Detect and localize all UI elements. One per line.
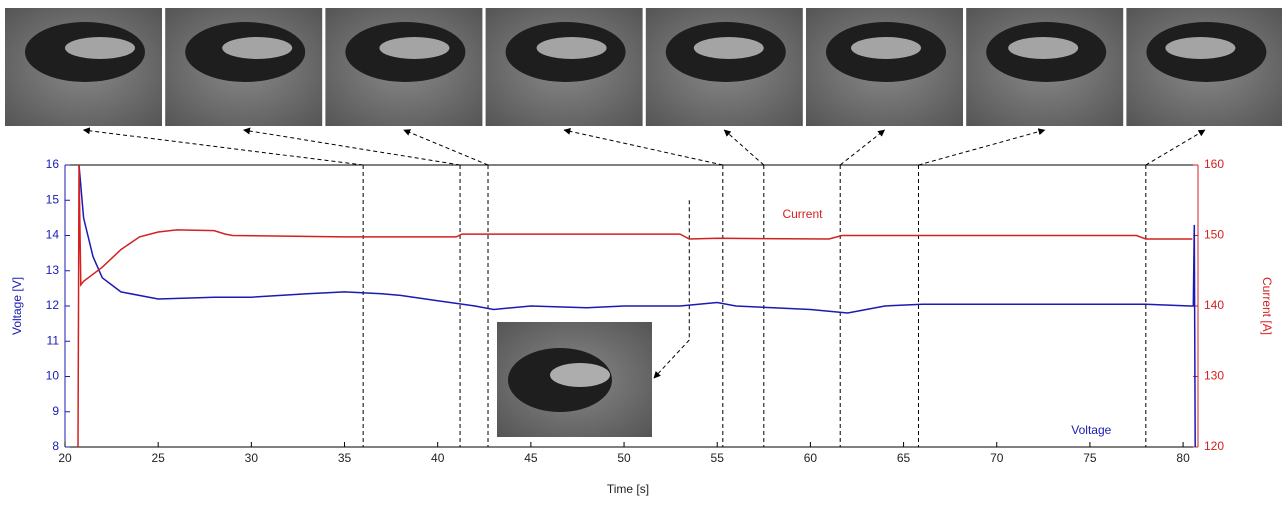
x-tick-label: 50 (617, 451, 631, 465)
frame-arrow (403, 129, 489, 166)
y-tick-label: 9 (52, 404, 59, 418)
x-tick-label: 45 (524, 451, 538, 465)
frame-glare (851, 37, 921, 59)
frame-arrow (82, 127, 364, 166)
y2-axis-label: Current [A] (1260, 277, 1274, 335)
frame-glare (536, 37, 607, 59)
series-line (77, 164, 1193, 448)
frame-glare (693, 37, 764, 59)
y-tick-label: 14 (46, 228, 60, 242)
frame-images (5, 8, 1282, 126)
y-tick-label: 16 (46, 157, 60, 171)
frame-arrow (243, 127, 461, 166)
y2-tick-label: 140 (1204, 298, 1224, 312)
x-tick-label: 80 (1176, 451, 1190, 465)
series-label: Current (782, 207, 823, 221)
y2-tick-label: 120 (1204, 439, 1224, 453)
frame-arrow (839, 129, 886, 166)
frame-glare (65, 37, 135, 59)
y-axis-label: Voltage [V] (10, 277, 24, 335)
x-tick-label: 40 (431, 451, 445, 465)
frame-arrow (723, 129, 765, 166)
x-tick-label: 60 (804, 451, 818, 465)
y-tick-label: 8 (52, 439, 59, 453)
series-label: Voltage (1071, 423, 1111, 437)
x-tick-label: 30 (245, 451, 259, 465)
x-axis-label: Time [s] (607, 482, 649, 496)
x-tick-label: 75 (1083, 451, 1097, 465)
y2-tick-label: 160 (1204, 157, 1224, 171)
frame-glare (1165, 37, 1236, 59)
frame-arrow (563, 127, 723, 166)
x-tick-label: 25 (151, 451, 165, 465)
y-tick-label: 10 (46, 369, 60, 383)
inset-arrow (653, 339, 690, 379)
x-tick-label: 70 (990, 451, 1004, 465)
frame-arrow (918, 128, 1046, 166)
x-tick-label: 35 (338, 451, 352, 465)
y-tick-label: 12 (46, 298, 60, 312)
y2-tick-label: 130 (1204, 369, 1224, 383)
inset-image (497, 322, 652, 437)
series-line (78, 164, 1196, 448)
y-tick-label: 11 (47, 333, 60, 347)
x-tick-label: 65 (897, 451, 911, 465)
frame-glare (379, 37, 450, 59)
frame-glare (1008, 37, 1079, 59)
x-tick-label: 20 (58, 451, 72, 465)
frame-glare (222, 37, 293, 59)
y-tick-label: 15 (46, 192, 60, 206)
x-tick-label: 55 (711, 451, 725, 465)
y-tick-label: 13 (46, 263, 60, 277)
frame-arrow (1145, 129, 1206, 166)
y2-tick-label: 150 (1204, 228, 1224, 242)
